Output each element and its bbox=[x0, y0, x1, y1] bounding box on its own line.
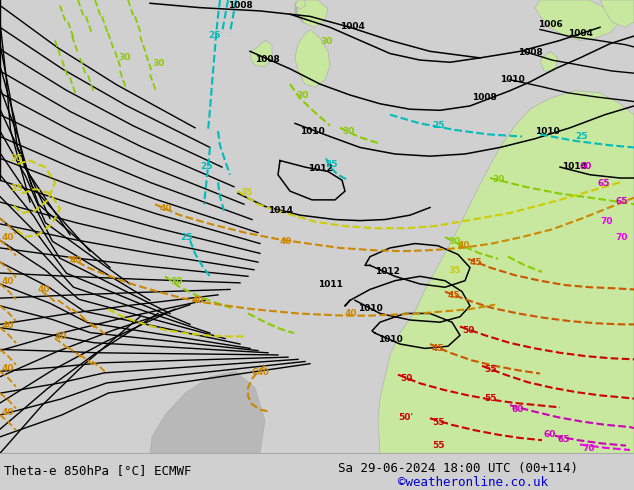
Text: 40: 40 bbox=[458, 241, 470, 250]
Text: 1008: 1008 bbox=[255, 55, 280, 64]
Text: 25: 25 bbox=[575, 132, 588, 141]
Text: ©weatheronline.co.uk: ©weatheronline.co.uk bbox=[398, 476, 548, 489]
Text: 40: 40 bbox=[2, 277, 15, 286]
Polygon shape bbox=[540, 51, 558, 71]
Text: 1008: 1008 bbox=[228, 0, 253, 10]
Text: Theta-e 850hPa [°C] ECMWF: Theta-e 850hPa [°C] ECMWF bbox=[4, 464, 191, 477]
Polygon shape bbox=[295, 29, 330, 87]
Polygon shape bbox=[295, 0, 306, 9]
Text: 1004: 1004 bbox=[340, 23, 365, 31]
Text: 1011: 1011 bbox=[318, 280, 343, 289]
Text: 50: 50 bbox=[400, 374, 412, 383]
Text: 1010: 1010 bbox=[300, 127, 325, 136]
Text: 30: 30 bbox=[448, 237, 460, 245]
Text: 70: 70 bbox=[615, 233, 628, 242]
Text: 45: 45 bbox=[432, 343, 444, 353]
Polygon shape bbox=[250, 40, 272, 67]
Polygon shape bbox=[150, 371, 265, 453]
Text: 35: 35 bbox=[10, 153, 22, 163]
Text: 40: 40 bbox=[160, 204, 172, 213]
Text: 25: 25 bbox=[325, 160, 337, 169]
Text: 1010: 1010 bbox=[378, 335, 403, 344]
Text: 1008: 1008 bbox=[472, 94, 497, 102]
Text: 70: 70 bbox=[582, 444, 595, 453]
Text: 1006: 1006 bbox=[538, 20, 563, 29]
Text: 55: 55 bbox=[484, 366, 496, 374]
Text: 60: 60 bbox=[512, 405, 524, 414]
Text: 1010: 1010 bbox=[535, 127, 560, 136]
Text: 40: 40 bbox=[2, 320, 15, 330]
Text: 70: 70 bbox=[600, 217, 612, 226]
Text: 1010: 1010 bbox=[358, 304, 383, 313]
Text: 1014: 1014 bbox=[562, 162, 587, 171]
Text: 50': 50' bbox=[398, 414, 413, 422]
Text: 40: 40 bbox=[2, 233, 15, 242]
Text: 25: 25 bbox=[200, 162, 212, 171]
Text: 40: 40 bbox=[192, 295, 205, 304]
Text: 60: 60 bbox=[580, 162, 592, 171]
Text: 55: 55 bbox=[484, 394, 496, 403]
Text: 1012: 1012 bbox=[375, 267, 400, 276]
Text: 50: 50 bbox=[462, 326, 474, 335]
Text: 40: 40 bbox=[2, 408, 15, 417]
Polygon shape bbox=[297, 0, 328, 27]
Text: 30: 30 bbox=[320, 37, 332, 46]
Text: 55: 55 bbox=[432, 441, 444, 450]
Text: 40: 40 bbox=[55, 332, 67, 341]
Text: 30: 30 bbox=[492, 175, 505, 184]
Polygon shape bbox=[535, 0, 620, 40]
Text: 40: 40 bbox=[280, 237, 292, 245]
Text: 40: 40 bbox=[70, 256, 82, 265]
Text: 40: 40 bbox=[345, 309, 358, 318]
Text: 25: 25 bbox=[208, 31, 221, 40]
Text: 40: 40 bbox=[2, 365, 15, 373]
Text: 35: 35 bbox=[448, 266, 460, 275]
Polygon shape bbox=[378, 91, 634, 453]
Text: 35: 35 bbox=[10, 184, 22, 193]
Text: Sa 29-06-2024 18:00 UTC (00+114): Sa 29-06-2024 18:00 UTC (00+114) bbox=[338, 462, 578, 475]
Text: 1012: 1012 bbox=[308, 165, 333, 173]
Text: 30: 30 bbox=[170, 277, 183, 286]
Text: 45: 45 bbox=[470, 258, 482, 268]
Text: 45: 45 bbox=[448, 291, 461, 300]
Text: C40: C40 bbox=[252, 368, 269, 377]
Polygon shape bbox=[600, 0, 634, 27]
Text: 40: 40 bbox=[38, 285, 51, 294]
Polygon shape bbox=[295, 0, 325, 25]
Text: 55: 55 bbox=[432, 418, 444, 427]
Text: 1004: 1004 bbox=[568, 29, 593, 38]
Text: 1014: 1014 bbox=[268, 206, 293, 215]
Text: 65: 65 bbox=[598, 179, 611, 188]
Text: 25: 25 bbox=[432, 121, 444, 130]
Text: 30: 30 bbox=[152, 58, 164, 68]
Text: 30: 30 bbox=[296, 91, 308, 100]
Text: 65: 65 bbox=[558, 435, 571, 444]
Text: 30: 30 bbox=[118, 53, 131, 62]
Text: 1010: 1010 bbox=[500, 75, 525, 84]
Text: 30: 30 bbox=[342, 127, 354, 136]
Text: 25: 25 bbox=[180, 233, 193, 242]
Text: 60: 60 bbox=[544, 430, 557, 439]
Text: 35: 35 bbox=[240, 189, 252, 197]
Text: 1008: 1008 bbox=[518, 48, 543, 57]
Text: 65: 65 bbox=[615, 197, 628, 206]
